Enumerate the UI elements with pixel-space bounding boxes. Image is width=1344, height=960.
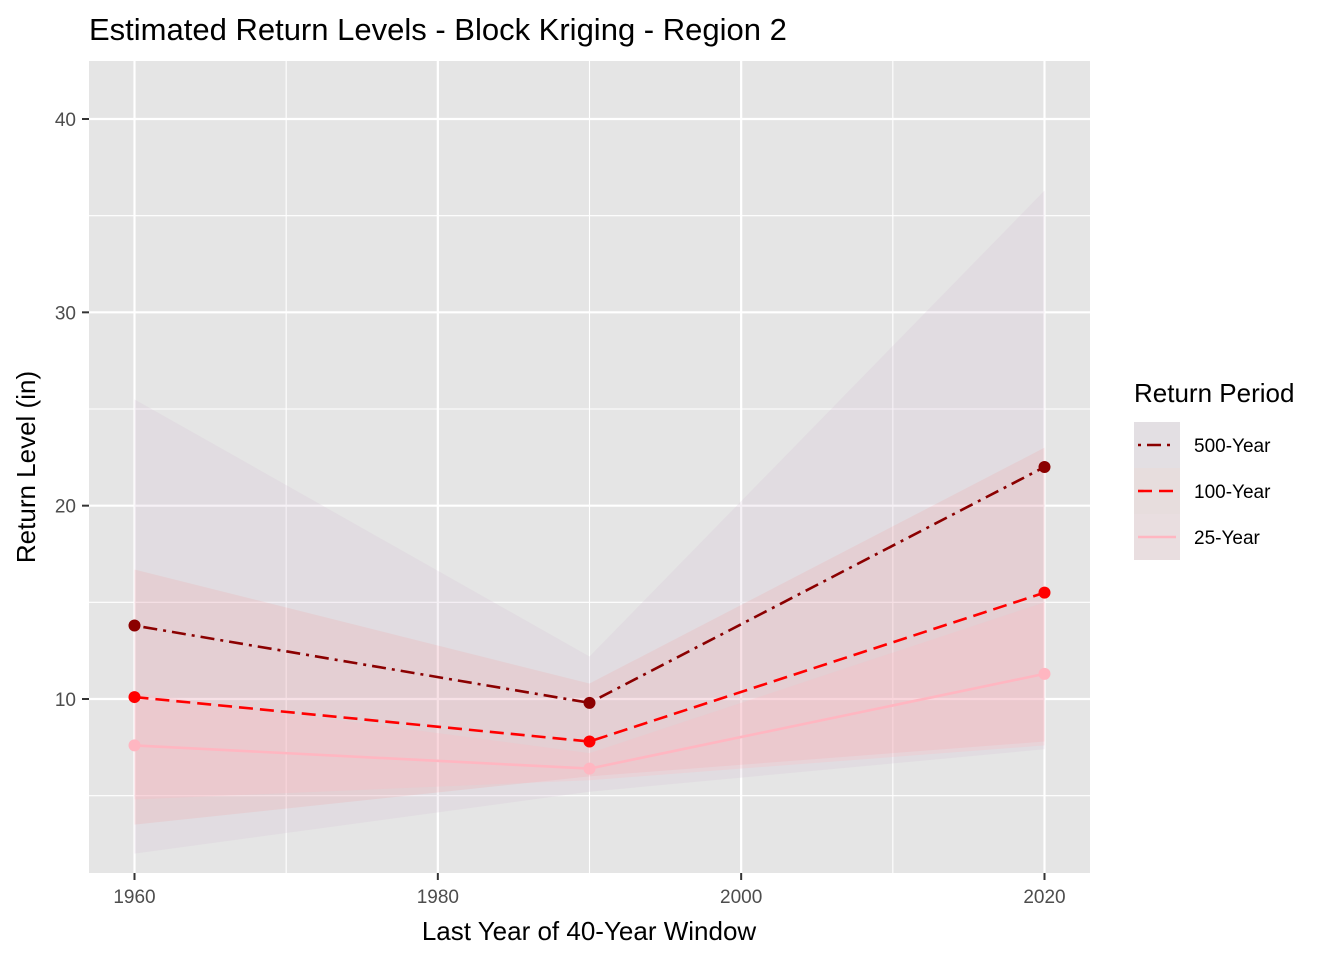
legend: Return Period 500-Year 100-Year 25-Year	[1134, 378, 1294, 560]
data-point-25-year	[1038, 667, 1051, 680]
data-point-100-year	[583, 735, 596, 748]
x-tick-label: 2020	[1023, 887, 1065, 908]
y-tick-label: 10	[55, 690, 76, 711]
legend-label: 25-Year	[1194, 528, 1261, 549]
x-tick-label: 2000	[720, 887, 762, 908]
x-axis: 1960 1980 2000 2020	[113, 873, 1066, 908]
legend-label: 100-Year	[1194, 482, 1271, 503]
y-axis: 10 20 30 40	[55, 110, 89, 711]
data-point-500-year	[583, 696, 596, 709]
x-axis-title: Last Year of 40-Year Window	[422, 916, 757, 946]
series-line-100-year	[134, 591, 1045, 743]
y-axis-title: Return Level (in)	[11, 371, 41, 563]
confidence-band-500-year	[134, 190, 1045, 854]
confidence-band-100-year	[134, 447, 1045, 825]
legend-item-500-year: 500-Year	[1134, 422, 1271, 468]
legend-label: 500-Year	[1194, 436, 1271, 457]
x-tick-label: 1980	[417, 887, 459, 908]
legend-item-100-year: 100-Year	[1134, 468, 1271, 514]
legend-title: Return Period	[1134, 378, 1294, 408]
series-points	[128, 461, 1051, 775]
data-point-25-year	[583, 762, 596, 775]
legend-item-25-year: 25-Year	[1134, 514, 1261, 560]
minor-gridlines	[89, 61, 1090, 873]
data-point-25-year	[128, 739, 141, 752]
y-tick-label: 30	[55, 303, 76, 324]
y-tick-label: 40	[55, 110, 76, 131]
data-point-100-year	[128, 691, 141, 704]
y-tick-label: 20	[55, 497, 76, 518]
chart-title: Estimated Return Levels - Block Kriging …	[89, 12, 787, 47]
confidence-band-25-year	[134, 602, 1045, 800]
x-tick-label: 1960	[113, 887, 155, 908]
data-point-100-year	[1038, 586, 1051, 599]
data-point-500-year	[1038, 461, 1051, 473]
confidence-bands	[134, 190, 1045, 854]
data-point-500-year	[128, 619, 141, 632]
series-line-500-year	[134, 465, 1046, 705]
